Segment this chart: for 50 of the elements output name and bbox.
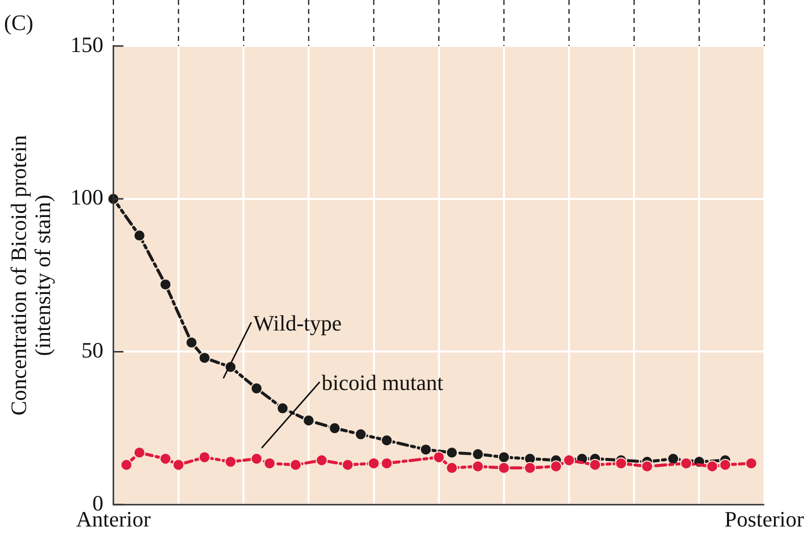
point	[290, 458, 302, 471]
y-tick-label: 100	[70, 184, 104, 210]
point	[719, 458, 732, 471]
point	[446, 462, 458, 474]
point	[472, 448, 484, 460]
point	[172, 458, 184, 471]
y-tick-label: 50	[81, 338, 104, 363]
point	[133, 446, 146, 459]
point	[380, 457, 393, 470]
point	[198, 352, 211, 364]
point	[316, 454, 328, 466]
point	[186, 336, 198, 349]
point	[563, 454, 576, 466]
annotation: bicoid mutant	[322, 370, 444, 395]
point	[498, 462, 510, 474]
annotation: Wild-type	[253, 310, 342, 336]
point	[354, 428, 367, 440]
point	[342, 458, 354, 471]
point	[550, 460, 562, 472]
point	[159, 452, 172, 465]
point	[524, 462, 536, 474]
y-tick-label: 150	[70, 32, 104, 57]
point	[328, 422, 341, 434]
point	[420, 444, 432, 456]
point	[120, 458, 132, 471]
point	[250, 452, 263, 465]
point	[198, 451, 211, 464]
point	[133, 230, 146, 242]
point	[380, 434, 393, 446]
point	[446, 446, 458, 459]
x-tick-label: Posterior	[724, 506, 805, 532]
point	[224, 456, 237, 468]
point	[264, 457, 276, 470]
point	[276, 402, 289, 414]
text: (C)	[4, 10, 34, 35]
point	[745, 457, 758, 470]
point	[667, 452, 680, 465]
point	[250, 382, 263, 394]
point	[302, 414, 315, 427]
point	[432, 451, 445, 464]
y-axis-title: Concentration of Bicoid protein (intensity of stain)	[6, 135, 56, 416]
point	[680, 457, 692, 470]
point	[615, 457, 628, 470]
point	[589, 458, 602, 471]
point	[641, 460, 654, 472]
point	[159, 278, 172, 290]
point	[368, 457, 380, 470]
point	[706, 460, 718, 472]
point	[498, 451, 510, 464]
point	[472, 460, 484, 472]
